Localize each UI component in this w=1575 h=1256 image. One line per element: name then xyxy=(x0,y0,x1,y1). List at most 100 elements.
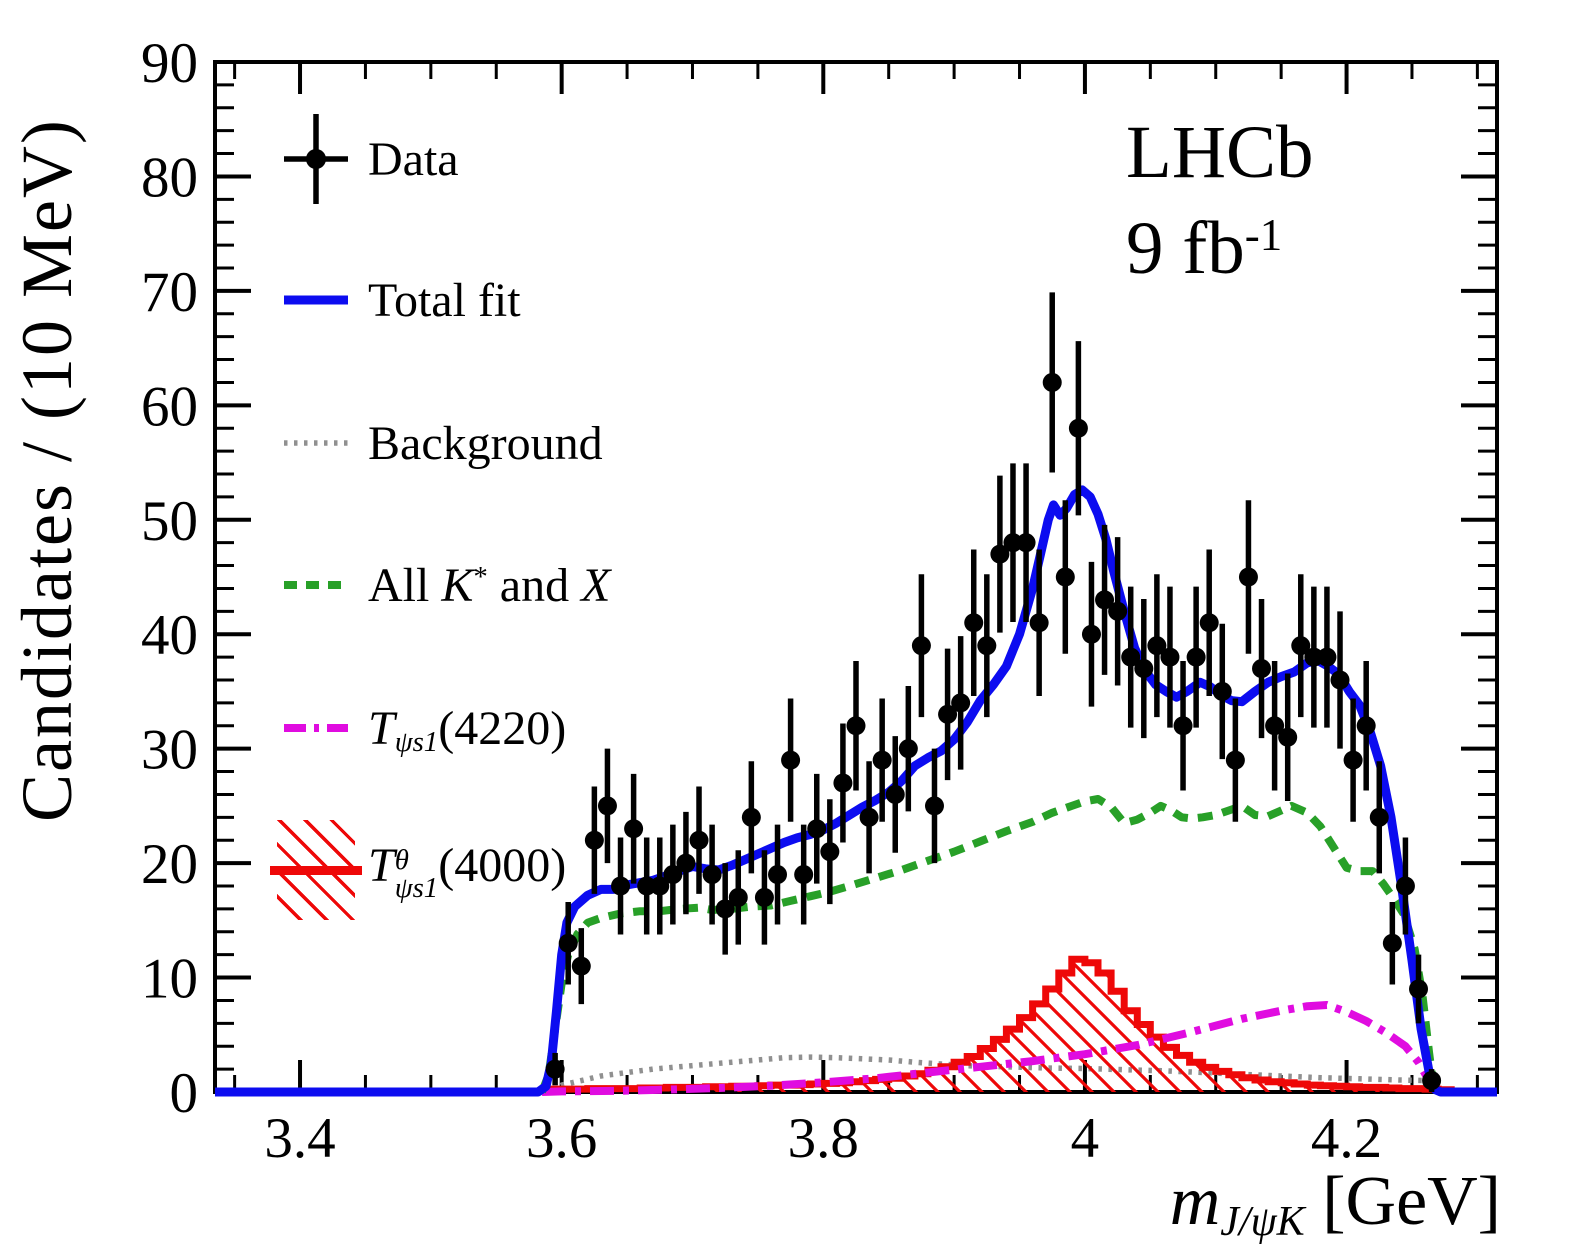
y-tick-label: 40 xyxy=(141,604,198,667)
data-point xyxy=(1330,670,1350,690)
data-point xyxy=(1382,933,1402,953)
legend-item-t4220: Tψs1(4220) xyxy=(276,678,566,778)
data-point xyxy=(728,887,748,907)
data-point xyxy=(1212,681,1232,701)
data-point xyxy=(1238,567,1258,587)
y-tick-label: 30 xyxy=(141,719,198,782)
solid-line-icon xyxy=(276,294,356,306)
legend-label-all-kstar-and-x: All K* and X xyxy=(368,558,611,612)
luminosity-label: 9 fb-1 xyxy=(1126,207,1283,290)
data-point xyxy=(584,830,604,850)
data-point xyxy=(624,819,644,839)
data-point xyxy=(1081,624,1101,644)
y-tick-label: 60 xyxy=(141,375,198,438)
data-point xyxy=(977,636,997,656)
data-point xyxy=(637,876,657,896)
data-point xyxy=(768,865,788,885)
data-point xyxy=(1356,716,1376,736)
x-tick-label: 3.6 xyxy=(526,1107,597,1170)
y-tick-label: 20 xyxy=(141,833,198,896)
data-point xyxy=(833,773,853,793)
data-point xyxy=(754,887,774,907)
data-point xyxy=(794,865,814,885)
y-tick-label: 0 xyxy=(170,1062,199,1125)
y-tick-label: 90 xyxy=(141,32,198,95)
data-point xyxy=(597,796,617,816)
data-point xyxy=(1029,613,1049,633)
legend-item-background: Background xyxy=(276,393,603,493)
data-point xyxy=(1265,716,1285,736)
x-tick-label: 4 xyxy=(1071,1107,1100,1170)
x-tick-label: 3.4 xyxy=(264,1107,335,1170)
data-point xyxy=(571,956,591,976)
data-point xyxy=(1409,979,1429,999)
data-point xyxy=(1343,750,1363,770)
data-point xyxy=(911,636,931,656)
x-tick-label: 4.2 xyxy=(1311,1107,1382,1170)
data-point xyxy=(1252,659,1272,679)
data-point xyxy=(1291,636,1311,656)
y-tick-label: 10 xyxy=(141,948,198,1011)
data-point xyxy=(1199,613,1219,633)
data-point xyxy=(898,739,918,759)
legend-label-data: Data xyxy=(368,132,459,186)
data-point xyxy=(1278,727,1298,747)
legend-item-data: Data xyxy=(276,109,459,209)
data-point xyxy=(1134,659,1154,679)
dotted-line-icon xyxy=(276,437,356,449)
data-point xyxy=(885,784,905,804)
data-point xyxy=(1055,567,1075,587)
data-point xyxy=(558,933,578,953)
data-point-icon xyxy=(276,111,356,207)
data-point xyxy=(924,796,944,816)
data-point xyxy=(663,865,683,885)
data-point xyxy=(1042,372,1062,392)
data-point xyxy=(1160,647,1180,667)
y-tick-label: 70 xyxy=(141,261,198,324)
curve-t4000-hatch-fill xyxy=(548,959,1452,1092)
data-point xyxy=(872,750,892,770)
data-point xyxy=(1225,750,1245,770)
data-point xyxy=(1121,647,1141,667)
curve-t4220 xyxy=(541,1001,1443,1096)
data-point xyxy=(1108,601,1128,621)
data-point xyxy=(846,716,866,736)
x-tick-label: 3.8 xyxy=(788,1107,859,1170)
data-point xyxy=(1095,590,1115,610)
data-point xyxy=(741,807,761,827)
data-point xyxy=(1016,533,1036,553)
data-point xyxy=(1173,716,1193,736)
data-point xyxy=(1422,1071,1442,1091)
y-tick-label: 80 xyxy=(141,146,198,209)
data-point xyxy=(990,544,1010,564)
legend-label-total-fit: Total fit xyxy=(368,273,521,327)
data-point xyxy=(951,693,971,713)
dashdot-line-icon xyxy=(276,722,356,734)
data-point xyxy=(781,750,801,770)
data-point xyxy=(820,842,840,862)
data-point xyxy=(1317,647,1337,667)
data-point xyxy=(676,853,696,873)
data-point xyxy=(1369,807,1389,827)
legend-item-all-kstar-and-x: All K* and X xyxy=(276,535,610,635)
y-tick-label: 50 xyxy=(141,490,198,553)
curve-background xyxy=(541,1054,1441,1095)
data-point xyxy=(1147,636,1167,656)
data-point xyxy=(702,865,722,885)
data-point xyxy=(1186,647,1206,667)
data-point xyxy=(807,819,827,839)
legend-item-total-fit: Total fit xyxy=(276,250,521,350)
data-point xyxy=(650,876,670,896)
x-axis-title: mJ/ψK [GeV] xyxy=(1169,1163,1501,1245)
data-point xyxy=(689,830,709,850)
legend-label-t4220: Tψs1(4220) xyxy=(368,701,567,758)
experiment-label: LHCb xyxy=(1126,111,1314,194)
dashed-line-icon xyxy=(276,579,356,591)
data-point xyxy=(545,1059,565,1079)
data-point xyxy=(859,807,879,827)
data-point xyxy=(1003,533,1023,553)
data-point xyxy=(611,876,631,896)
data-point xyxy=(1068,418,1088,438)
data-point xyxy=(715,899,735,919)
